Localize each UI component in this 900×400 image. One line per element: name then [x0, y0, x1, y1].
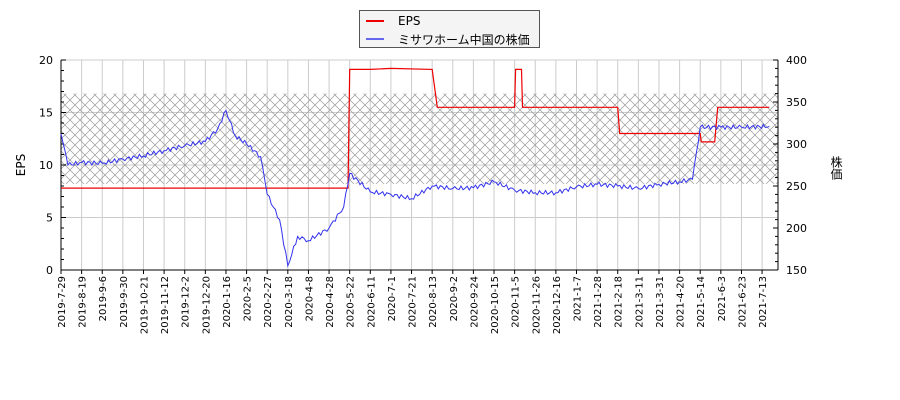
legend-item-price: ミサワホーム中国の株価 [366, 31, 530, 47]
right-axis-label: 株価 [829, 156, 843, 180]
svg-text:2020-11-26: 2020-11-26 [531, 276, 542, 334]
svg-text:2019-11-12: 2019-11-12 [160, 276, 171, 334]
svg-text:2021-3-11: 2021-3-11 [634, 276, 645, 328]
svg-text:2020-4-28: 2020-4-28 [325, 276, 336, 328]
svg-text:2021-3-31: 2021-3-31 [655, 276, 666, 328]
svg-text:2020-9-24: 2020-9-24 [469, 276, 480, 328]
left-axis-label: EPS [14, 153, 29, 177]
svg-text:2019-7-29: 2019-7-29 [57, 276, 68, 328]
svg-text:2020-2-27: 2020-2-27 [263, 276, 274, 328]
svg-text:2019-9-30: 2019-9-30 [119, 276, 130, 328]
svg-text:10: 10 [39, 159, 53, 172]
svg-text:2020-9-2: 2020-9-2 [449, 276, 460, 321]
tick-labels: 2019-7-29 2019-8-19 2019-9-6 2019-9-30 2019-… [39, 54, 807, 334]
svg-text:150: 150 [786, 264, 807, 277]
svg-text:2020-1-16: 2020-1-16 [222, 276, 233, 328]
svg-text:2020-12-16: 2020-12-16 [552, 276, 563, 334]
svg-text:2019-10-21: 2019-10-21 [139, 276, 150, 334]
svg-text:2021-2-18: 2021-2-18 [614, 276, 625, 328]
svg-text:5: 5 [46, 212, 53, 225]
svg-text:2021-6-3: 2021-6-3 [717, 276, 728, 321]
svg-text:2020-5-22: 2020-5-22 [346, 276, 357, 328]
svg-text:2020-10-15: 2020-10-15 [490, 276, 501, 334]
svg-text:2019-9-6: 2019-9-6 [98, 276, 109, 321]
svg-text:200: 200 [786, 222, 807, 235]
price-swatch-icon [366, 38, 384, 40]
svg-text:2021-1-7: 2021-1-7 [573, 276, 584, 321]
legend-label-eps: EPS [398, 14, 421, 28]
legend: EPS ミサワホーム中国の株価 [359, 10, 540, 48]
eps-swatch-icon [366, 20, 384, 22]
svg-text:2021-4-20: 2021-4-20 [676, 276, 687, 328]
svg-text:350: 350 [786, 96, 807, 109]
svg-text:2021-7-13: 2021-7-13 [758, 276, 769, 328]
svg-text:2020-2-5: 2020-2-5 [243, 276, 254, 321]
svg-text:2020-6-11: 2020-6-11 [366, 276, 377, 328]
eps-line [61, 67, 770, 189]
svg-text:2021-1-28: 2021-1-28 [593, 276, 604, 328]
svg-text:2021-6-23: 2021-6-23 [737, 276, 748, 328]
svg-text:2020-7-1: 2020-7-1 [387, 276, 398, 321]
svg-text:2020-8-13: 2020-8-13 [428, 276, 439, 328]
svg-text:15: 15 [39, 107, 53, 120]
svg-text:2019-12-2: 2019-12-2 [181, 276, 192, 328]
price-line [60, 109, 770, 268]
svg-text:0: 0 [46, 264, 53, 277]
axes [60, 59, 779, 274]
svg-text:250: 250 [786, 180, 807, 193]
svg-text:2019-8-19: 2019-8-19 [78, 276, 89, 328]
svg-text:400: 400 [786, 54, 807, 67]
svg-text:20: 20 [39, 54, 53, 67]
svg-text:2021-5-14: 2021-5-14 [696, 276, 707, 328]
svg-text:2020-11-5: 2020-11-5 [511, 276, 522, 328]
legend-label-price: ミサワホーム中国の株価 [398, 32, 530, 47]
svg-text:2020-4-8: 2020-4-8 [304, 276, 315, 321]
svg-text:300: 300 [786, 138, 807, 151]
svg-text:2020-7-21: 2020-7-21 [408, 276, 419, 328]
legend-item-eps: EPS [366, 13, 420, 29]
svg-text:2019-12-20: 2019-12-20 [201, 276, 212, 334]
shaded-band [61, 93, 778, 184]
svg-text:2020-3-18: 2020-3-18 [284, 276, 295, 328]
